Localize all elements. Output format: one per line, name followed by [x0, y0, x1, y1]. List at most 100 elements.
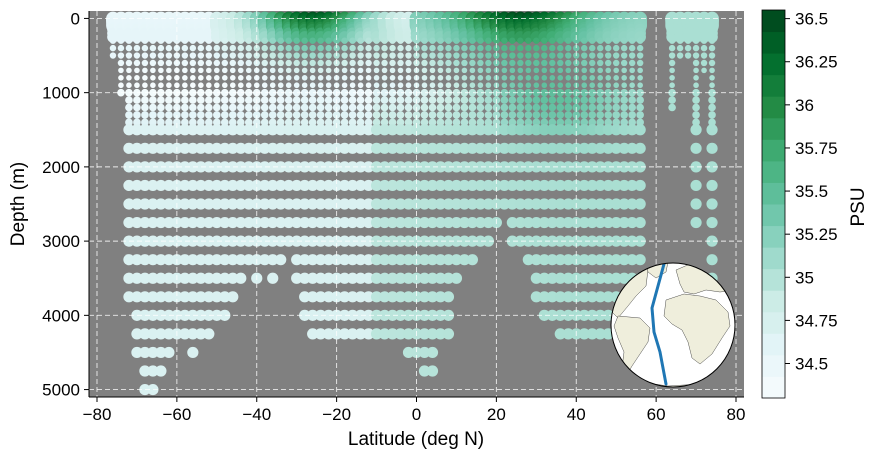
data-point — [147, 328, 159, 340]
data-point — [181, 59, 189, 67]
data-point — [173, 37, 181, 44]
data-point — [669, 75, 675, 81]
data-point — [620, 52, 628, 59]
data-point — [131, 309, 143, 321]
data-point — [142, 82, 148, 89]
data-point — [323, 161, 335, 173]
data-point — [190, 82, 196, 89]
data-point — [474, 161, 486, 173]
data-point — [618, 235, 630, 247]
data-point — [243, 124, 255, 136]
data-point — [530, 291, 542, 303]
data-point — [418, 365, 431, 377]
data-point — [195, 179, 207, 192]
data-point — [339, 254, 351, 266]
data-point — [118, 82, 124, 89]
data-point — [378, 142, 391, 154]
data-point — [141, 37, 149, 44]
data-point — [155, 309, 167, 321]
data-point — [205, 59, 213, 67]
data-point — [187, 179, 199, 192]
data-point — [706, 179, 718, 192]
data-point — [315, 291, 327, 303]
data-point — [509, 82, 516, 89]
data-point — [323, 179, 335, 192]
data-point — [118, 67, 124, 74]
data-point — [594, 309, 606, 321]
data-point — [227, 142, 239, 154]
data-point — [522, 142, 534, 154]
data-point — [147, 142, 159, 154]
data-point — [450, 272, 463, 284]
data-point — [187, 124, 199, 136]
data-point — [253, 44, 260, 52]
data-point — [525, 37, 532, 44]
colorbar-tick-label: 36 — [795, 96, 814, 115]
profile-lat-28 — [521, 11, 536, 266]
data-point — [546, 254, 558, 266]
data-point — [126, 75, 132, 81]
inset-globe-map — [610, 262, 736, 388]
data-point — [339, 291, 351, 303]
data-point — [572, 111, 581, 119]
data-point — [605, 37, 612, 44]
data-point — [195, 309, 207, 321]
data-point — [690, 142, 702, 154]
data-point — [461, 67, 468, 74]
data-point — [492, 118, 501, 127]
data-point — [612, 111, 620, 119]
data-point — [253, 37, 260, 44]
data-point — [187, 216, 199, 229]
data-point — [690, 124, 702, 136]
data-point — [452, 103, 461, 112]
data-point — [420, 96, 429, 104]
data-point — [453, 75, 460, 81]
colorbar — [761, 9, 786, 399]
data-point — [205, 96, 213, 104]
data-point — [610, 235, 622, 247]
data-point — [205, 111, 213, 119]
data-point — [163, 346, 175, 359]
data-point — [498, 142, 510, 154]
data-point — [588, 111, 597, 119]
profile-lat-74 — [705, 11, 719, 284]
data-point — [564, 118, 573, 127]
data-point — [610, 161, 622, 173]
data-point — [397, 75, 404, 81]
data-point — [586, 179, 598, 192]
data-point — [548, 96, 557, 104]
data-point — [597, 44, 604, 52]
data-point — [211, 179, 223, 192]
data-point — [339, 235, 351, 247]
data-point — [125, 59, 133, 67]
data-point — [307, 291, 319, 303]
data-point — [243, 161, 255, 173]
data-point — [179, 235, 191, 247]
data-point — [634, 216, 646, 229]
data-point — [389, 59, 396, 67]
data-point — [150, 67, 156, 74]
data-point — [261, 52, 268, 59]
y-tick-label: 0 — [71, 9, 80, 28]
data-point — [613, 37, 620, 44]
data-point — [228, 118, 237, 127]
data-point — [565, 37, 572, 44]
data-point — [211, 291, 223, 303]
colorbar-tick-label: 35 — [795, 268, 814, 287]
data-point — [219, 272, 231, 284]
data-point — [165, 103, 173, 112]
data-point — [634, 124, 646, 136]
data-point — [284, 111, 293, 119]
data-point — [397, 37, 404, 44]
data-point — [394, 235, 407, 247]
data-point — [340, 88, 349, 97]
data-point — [109, 37, 117, 44]
data-point — [509, 67, 516, 74]
data-point — [514, 161, 526, 173]
data-point — [293, 37, 300, 44]
data-point — [420, 111, 429, 119]
data-point — [458, 235, 471, 247]
data-point — [203, 309, 215, 321]
data-point — [198, 75, 204, 81]
data-point — [562, 272, 574, 284]
